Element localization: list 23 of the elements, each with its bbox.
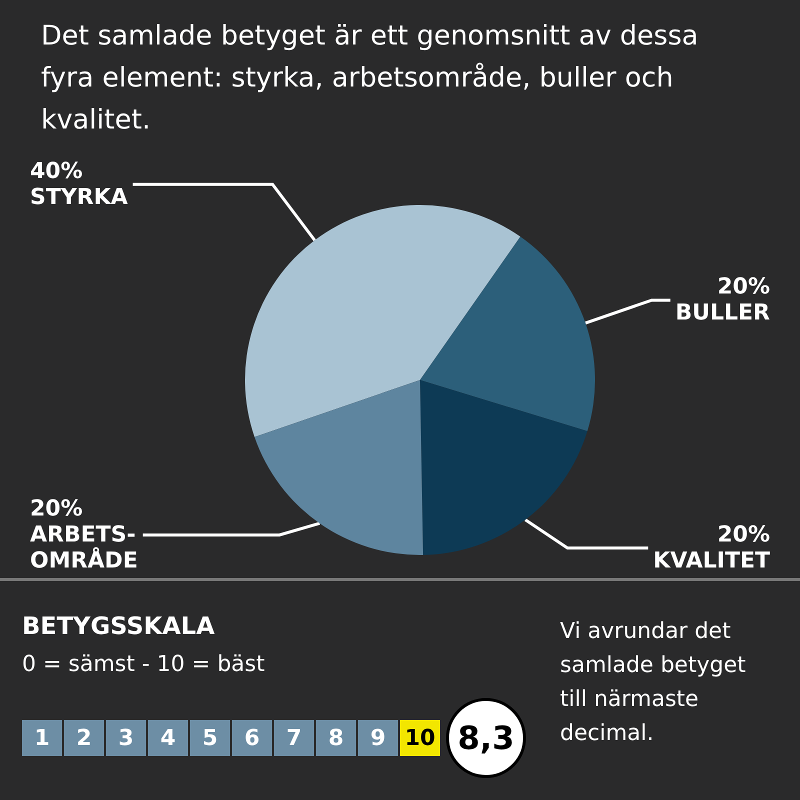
scale-box: 2: [64, 720, 104, 756]
scale-box: 6: [232, 720, 272, 756]
data-label: 20%: [717, 522, 770, 548]
scale-box: 9: [358, 720, 398, 756]
chart-title: Det samlade betyget är ett genomsnitt av dessa fyra element: styrka, arbetsområde, buller och kvalitet.: [41, 20, 707, 136]
slice-label: KVALITET: [653, 548, 770, 574]
data-label: 20%: [30, 496, 83, 522]
scale-box: 4: [148, 720, 188, 756]
data-label: 40%: [30, 158, 83, 184]
slice-label: ARBETS- OMRÅDE: [30, 522, 138, 574]
text: BETYGSSKALA: [22, 612, 215, 640]
text: 0 = sämst - 10 = bäst: [22, 652, 265, 677]
data-label: 20%: [717, 274, 770, 300]
scale-box: 1: [22, 720, 62, 756]
scale-box: 7: [274, 720, 314, 756]
scale-box: 10: [400, 720, 440, 756]
text: Vi avrundar det samlade betyget till närmaste decimal.: [560, 618, 747, 748]
score-circle: 8,3: [446, 698, 526, 778]
scale-box: 8: [316, 720, 356, 756]
scale-box: 5: [190, 720, 230, 756]
scale-box: 3: [106, 720, 146, 756]
slice-label: BULLER: [675, 300, 770, 326]
slice-label: STYRKA: [30, 184, 128, 210]
